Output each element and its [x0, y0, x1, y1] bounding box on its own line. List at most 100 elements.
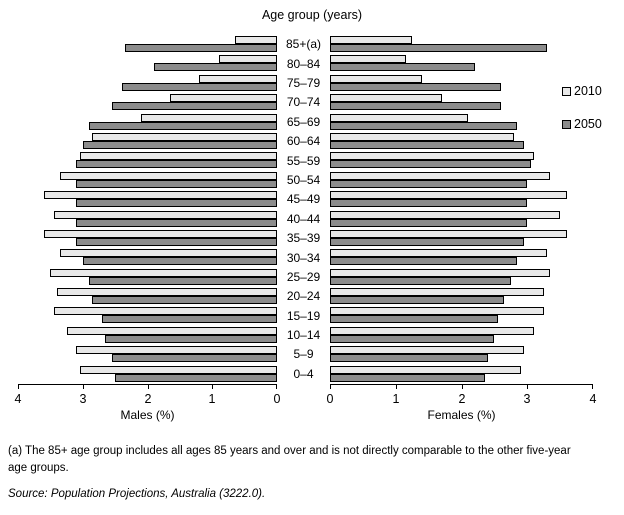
tick-females-3: [527, 384, 528, 389]
bar-females-2050-15–19: [330, 315, 498, 324]
bar-males-2010-30–34: [60, 249, 277, 258]
tick-label-females-0: 0: [326, 392, 334, 406]
bar-females-2050-60–64: [330, 140, 524, 149]
bar-males-2010-60–64: [92, 132, 277, 141]
bar-females-2010-35–39: [330, 229, 567, 238]
bar-females-2050-50–54: [330, 179, 527, 188]
legend-item-2010: 2010: [562, 84, 602, 98]
bar-males-2050-30–34: [83, 257, 277, 266]
bar-females-2010-45–49: [330, 191, 567, 200]
tick-label-females-3: 3: [523, 392, 531, 406]
bar-males-2050-85+(a): [125, 44, 277, 52]
tick-males-4: [18, 384, 19, 389]
bar-males-2010-45–49: [44, 191, 277, 200]
females-axis-line: [330, 384, 593, 385]
bar-females-2050-70–74: [330, 102, 501, 111]
footnote-text: (a) The 85+ age group includes all ages …: [8, 445, 571, 475]
legend-swatch-2010: [562, 86, 571, 96]
tick-label-males-3: 3: [79, 392, 87, 406]
bar-males-2050-80–84: [154, 63, 277, 72]
tick-males-0: [276, 384, 277, 389]
chart-title: Age group (years): [261, 8, 363, 22]
legend-label-2010: 2010: [574, 84, 602, 98]
bar-males-2050-70–74: [112, 102, 277, 111]
bar-males-2050-25–29: [89, 276, 277, 285]
age-group-label-85+(a): 85+(a): [285, 37, 322, 52]
age-group-label-40–44: 40–44: [286, 211, 321, 226]
bar-females-2050-55–59: [330, 160, 531, 169]
bar-males-2010-20–24: [57, 288, 277, 297]
bar-males-2010-5–9: [76, 346, 277, 355]
bar-females-2050-40–44: [330, 218, 527, 227]
bar-males-2010-65–69: [141, 113, 277, 122]
males-x-axis: 4 3 2 1 0: [14, 384, 280, 418]
tick-label-males-4: 4: [14, 392, 22, 406]
age-group-label-0–4: 0–4: [293, 366, 314, 381]
age-group-label-55–59: 55–59: [286, 153, 321, 168]
tick-females-1: [396, 384, 397, 389]
males-axis-line: [18, 384, 277, 385]
bar-males-2050-15–19: [102, 315, 277, 324]
bar-males-2010-50–54: [60, 171, 277, 180]
bar-females-2010-65–69: [330, 113, 468, 122]
males-plot-area: [18, 35, 277, 384]
bar-females-2050-80–84: [330, 63, 475, 72]
bar-females-2010-75–79: [330, 74, 422, 83]
age-group-labels-column: 85+(a) 80–84 75–79 70–74 65–69 60–64 55–59 50–5…: [277, 35, 330, 384]
females-axis-title: Females (%): [427, 408, 496, 422]
bar-females-2010-20–24: [330, 288, 544, 297]
males-axis-title: Males (%): [120, 408, 175, 422]
bar-females-2050-65–69: [330, 121, 517, 130]
tick-label-males-0: 0: [273, 392, 281, 406]
bar-females-2010-10–14: [330, 326, 534, 335]
tick-males-1: [212, 384, 213, 389]
bar-males-2010-0–4: [80, 365, 277, 374]
females-x-axis: 0 1 2 3 4: [326, 384, 596, 418]
legend-label-2050: 2050: [574, 117, 602, 131]
age-group-label-65–69: 65–69: [286, 114, 321, 129]
bar-females-2050-0–4: [330, 373, 485, 382]
bar-females-2010-0–4: [330, 365, 521, 374]
source-text: Source: Population Projections, Australi…: [8, 488, 266, 500]
bar-females-2010-70–74: [330, 94, 442, 103]
bar-females-2010-85+(a): [330, 36, 412, 44]
females-plot-area: [330, 35, 593, 384]
bar-males-2010-35–39: [44, 229, 277, 238]
bar-females-2010-60–64: [330, 132, 514, 141]
bar-males-2050-75–79: [122, 82, 277, 91]
bar-males-2010-10–14: [67, 326, 277, 335]
tick-females-2: [462, 384, 463, 389]
bar-males-2010-80–84: [219, 55, 277, 64]
legend-item-2050: 2050: [562, 117, 602, 131]
age-group-label-60–64: 60–64: [286, 134, 321, 149]
tick-label-males-1: 1: [208, 392, 216, 406]
age-group-label-5–9: 5–9: [293, 347, 314, 362]
bar-males-2050-50–54: [76, 179, 277, 188]
bar-males-2010-70–74: [170, 94, 277, 103]
legend: 2010 2050: [562, 84, 602, 150]
age-group-label-20–24: 20–24: [286, 289, 321, 304]
age-group-label-50–54: 50–54: [286, 172, 321, 187]
age-group-label-10–14: 10–14: [286, 328, 321, 342]
age-group-label-30–34: 30–34: [286, 250, 321, 265]
bar-males-2010-25–29: [50, 268, 277, 277]
bar-males-2050-35–39: [76, 237, 277, 246]
tick-label-males-2: 2: [144, 392, 152, 406]
tick-males-2: [148, 384, 149, 389]
bar-females-2050-5–9: [330, 354, 488, 363]
bar-males-2050-45–49: [76, 199, 277, 208]
bar-males-2050-40–44: [76, 218, 277, 227]
tick-males-3: [83, 384, 84, 389]
bar-males-2010-85+(a): [235, 36, 277, 44]
bar-males-2010-75–79: [199, 74, 277, 83]
bar-females-2050-10–14: [330, 334, 494, 343]
bar-males-2050-60–64: [83, 140, 277, 149]
age-group-label-35–39: 35–39: [286, 231, 321, 246]
bar-females-2010-55–59: [330, 152, 534, 161]
bar-females-2010-5–9: [330, 346, 524, 355]
bar-males-2050-5–9: [112, 354, 277, 363]
bar-females-2050-35–39: [330, 237, 524, 246]
bar-females-2050-45–49: [330, 199, 527, 208]
bar-females-2050-25–29: [330, 276, 511, 285]
